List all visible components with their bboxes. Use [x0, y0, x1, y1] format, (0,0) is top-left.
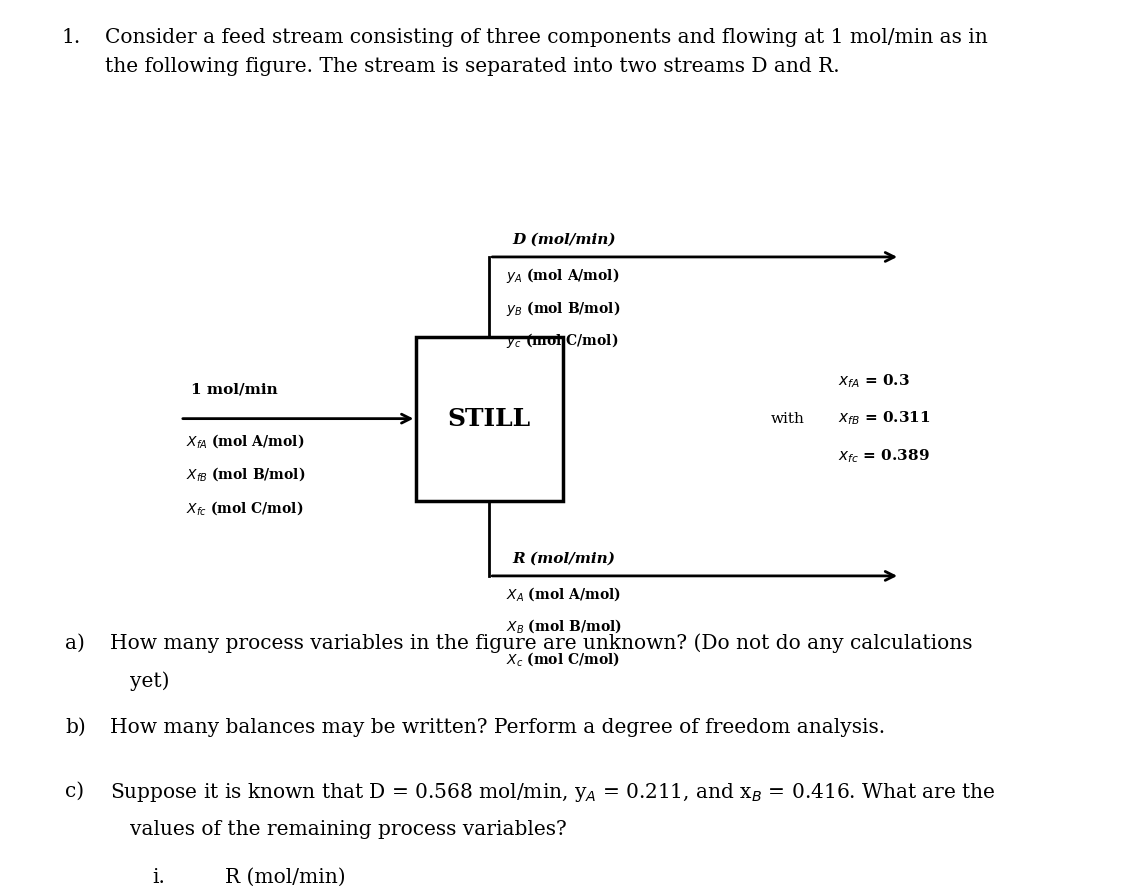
Text: b): b): [65, 718, 86, 736]
Text: the following figure. The stream is separated into two streams D and R.: the following figure. The stream is sepa…: [105, 57, 839, 75]
Bar: [416, 337, 562, 501]
Text: $X_{fB}$ (mol B/mol): $X_{fB}$ (mol B/mol): [186, 466, 305, 484]
Text: a): a): [65, 633, 86, 652]
Text: $X_A$ (mol A/mol): $X_A$ (mol A/mol): [506, 585, 621, 602]
Text: with: with: [771, 412, 804, 425]
Text: Suppose it is known that D = 0.568 mol/min, y$_A$ = 0.211, and x$_B$ = 0.416. Wh: Suppose it is known that D = 0.568 mol/m…: [110, 781, 996, 804]
Text: 1.: 1.: [62, 28, 81, 47]
Text: $y_c$ (mol C/mol): $y_c$ (mol C/mol): [506, 331, 619, 350]
Text: $x_{fc}$ = 0.389: $x_{fc}$ = 0.389: [838, 447, 929, 464]
Text: $y_B$ (mol B/mol): $y_B$ (mol B/mol): [506, 299, 621, 317]
Text: R (mol/min): R (mol/min): [512, 551, 615, 565]
Text: $X_c$ (mol C/mol): $X_c$ (mol C/mol): [506, 650, 620, 668]
Text: $X_{fA}$ (mol A/mol): $X_{fA}$ (mol A/mol): [186, 432, 304, 450]
Text: $x_{fB}$ = 0.311: $x_{fB}$ = 0.311: [838, 410, 930, 427]
Text: $y_A$ (mol A/mol): $y_A$ (mol A/mol): [506, 266, 620, 284]
Text: How many process variables in the figure are unknown? (Do not do any calculation: How many process variables in the figure…: [110, 633, 973, 653]
Text: yet): yet): [130, 672, 170, 691]
Text: i.: i.: [152, 868, 164, 886]
Text: 1 mol/min: 1 mol/min: [191, 383, 278, 397]
Text: R (mol/min): R (mol/min): [225, 868, 345, 886]
Text: $X_{fc}$ (mol C/mol): $X_{fc}$ (mol C/mol): [186, 500, 303, 517]
Text: Consider a feed stream consisting of three components and flowing at 1 mol/min a: Consider a feed stream consisting of thr…: [105, 28, 988, 47]
Text: D (mol/min): D (mol/min): [512, 232, 615, 246]
Text: STILL: STILL: [448, 407, 531, 431]
Text: $x_{fA}$ = 0.3: $x_{fA}$ = 0.3: [838, 373, 910, 390]
Text: $X_B$ (mol B/mol): $X_B$ (mol B/mol): [506, 618, 622, 635]
Text: values of the remaining process variables?: values of the remaining process variable…: [130, 820, 567, 838]
Text: How many balances may be written? Perform a degree of freedom analysis.: How many balances may be written? Perfor…: [110, 718, 885, 736]
Text: c): c): [65, 781, 84, 800]
